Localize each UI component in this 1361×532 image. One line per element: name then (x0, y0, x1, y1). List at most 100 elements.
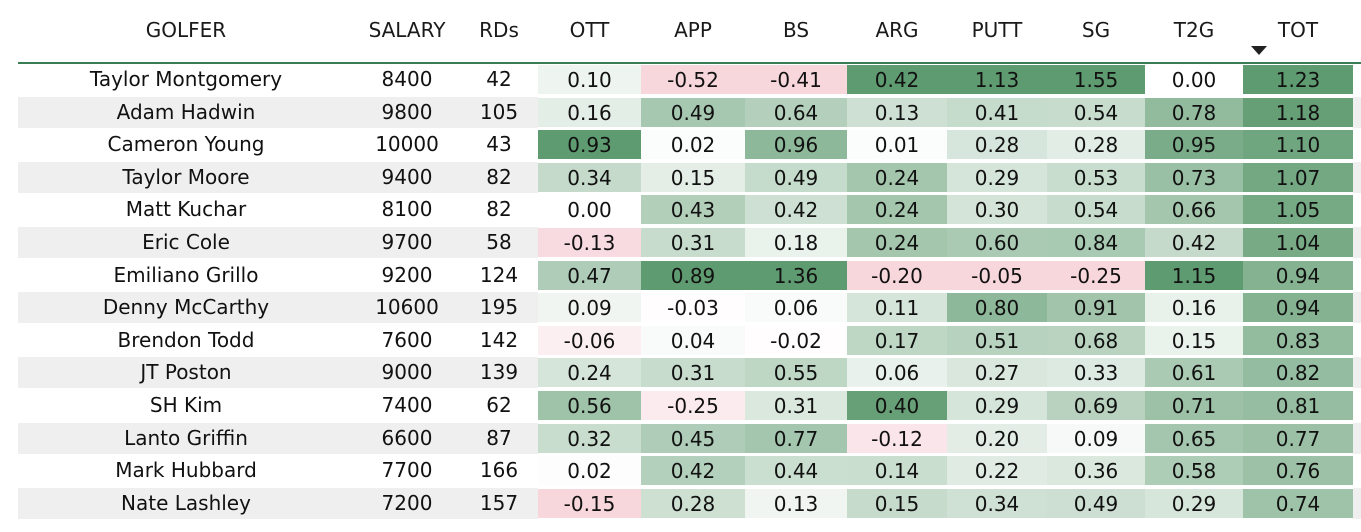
cell-app: 0.04 (641, 324, 745, 356)
table-row[interactable]: JT Poston 9000 139 0.24 0.31 0.55 0.06 0.27 0.33… (18, 357, 1361, 389)
table-row[interactable]: Brendon Todd 7600 142 -0.06 0.04 -0.02 0.17 0.5… (18, 324, 1361, 356)
table-row[interactable]: Taylor Montgomery 8400 42 0.10 -0.52 -0.41 0.4… (18, 64, 1361, 95)
cell-app: 0.89 (641, 259, 745, 291)
cell-app: 0.45 (641, 422, 745, 454)
cell-bs: 0.55 (745, 357, 847, 389)
cell-rds: 42 (486, 67, 512, 91)
cell-tot: 0.82 (1243, 357, 1353, 389)
cell-rds: 124 (479, 262, 519, 287)
cell-sg: -0.25 (1047, 259, 1145, 291)
cell-rds: 58 (486, 230, 512, 254)
sort-descending-icon[interactable] (1251, 46, 1267, 55)
cell-sg: 0.54 (1047, 194, 1145, 226)
cell-rds: 139 (479, 360, 519, 385)
table-row[interactable]: Adam Hadwin 9800 105 0.16 0.49 0.64 0.13 0.41 0.… (18, 96, 1361, 128)
cell-t2g: 0.29 (1145, 487, 1243, 519)
cell-putt: 0.20 (947, 422, 1047, 454)
col-header-t2g[interactable]: T2G (1173, 18, 1215, 42)
cell-ott: 0.24 (538, 357, 641, 389)
table-row[interactable]: Taylor Moore 9400 82 0.34 0.15 0.49 0.24 0.29 0.… (18, 161, 1361, 193)
table-row[interactable]: Nate Lashley 7200 157 -0.15 0.28 0.13 0.15 0.34… (18, 487, 1361, 519)
table-row[interactable]: Mark Hubbard 7700 166 0.02 0.42 0.44 0.14 0.22 0… (18, 455, 1361, 487)
table-row[interactable]: Eric Cole 9700 58 -0.13 0.31 0.18 0.24 0.60 0.84… (18, 227, 1361, 258)
col-header-golfer[interactable]: GOLFER (145, 18, 227, 42)
cell-tot: 0.74 (1243, 487, 1353, 519)
cell-app: 0.15 (641, 161, 745, 193)
cell-tot: 1.04 (1243, 227, 1353, 258)
cell-t2g: 0.16 (1145, 292, 1243, 324)
cell-bs: -0.41 (745, 64, 847, 95)
cell-t2g: 0.73 (1145, 161, 1243, 193)
cell-sg: 0.28 (1047, 129, 1145, 161)
cell-salary: 7600 (381, 327, 433, 352)
col-header-salary[interactable]: SALARY (368, 18, 446, 42)
cell-t2g: 0.95 (1145, 129, 1243, 161)
col-header-sg[interactable]: SG (1081, 18, 1111, 42)
cell-putt: -0.05 (947, 259, 1047, 291)
col-header-tot[interactable]: TOT (1277, 18, 1319, 42)
cell-bs: 0.42 (745, 194, 847, 226)
col-header-app[interactable]: APP (674, 18, 712, 42)
cell-bs: 0.06 (745, 292, 847, 324)
cell-salary: 9400 (381, 164, 433, 189)
cell-putt: 0.28 (947, 129, 1047, 161)
cell-app: 0.31 (641, 227, 745, 258)
cell-arg: 0.11 (847, 292, 947, 324)
cell-golfer: Eric Cole (142, 230, 230, 254)
table-row[interactable]: Cameron Young 10000 43 0.93 0.02 0.96 0.01 0.28… (18, 129, 1361, 161)
col-header-putt[interactable]: PUTT (971, 18, 1023, 42)
cell-arg: 0.06 (847, 357, 947, 389)
table-row[interactable]: Matt Kuchar 8100 82 0.00 0.43 0.42 0.24 0.30 0.5… (18, 194, 1361, 226)
cell-putt: 0.60 (947, 227, 1047, 258)
cell-putt: 0.51 (947, 324, 1047, 356)
cell-golfer: Taylor Montgomery (89, 67, 283, 91)
cell-arg: -0.20 (847, 259, 947, 291)
cell-rds: 105 (479, 99, 519, 124)
cell-golfer: Mark Hubbard (115, 458, 257, 483)
cell-salary: 6600 (381, 425, 433, 450)
cell-arg: 0.01 (847, 129, 947, 161)
cell-arg: 0.13 (847, 96, 947, 128)
cell-ott: 0.16 (538, 96, 641, 128)
cell-tot: 0.83 (1243, 324, 1353, 356)
cell-app: 0.02 (641, 129, 745, 161)
cell-ott: 0.09 (538, 292, 641, 324)
cell-salary: 7400 (381, 393, 433, 417)
cell-rds: 166 (479, 458, 519, 483)
cell-golfer: Lanto Griffin (124, 425, 248, 450)
col-header-arg[interactable]: ARG (875, 18, 919, 42)
cell-tot: 0.94 (1243, 292, 1353, 324)
cell-ott: -0.15 (538, 487, 641, 519)
cell-t2g: 0.42 (1145, 227, 1243, 258)
col-header-bs[interactable]: BS (782, 18, 810, 42)
cell-golfer: Brendon Todd (117, 327, 255, 352)
table-row[interactable]: Emiliano Grillo 9200 124 0.47 0.89 1.36 -0.20-… (18, 259, 1361, 291)
cell-salary: 9700 (381, 230, 433, 254)
cell-tot: 1.05 (1243, 194, 1353, 226)
table-header: GOLFER SALARY RDs OTT APP BS ARG PUTT SG… (18, 0, 1361, 64)
table-row[interactable]: Denny McCarthy 10600 195 0.09 -0.03 0.06 0.11 0… (18, 292, 1361, 324)
cell-sg: 0.49 (1047, 487, 1145, 519)
cell-sg: 0.68 (1047, 324, 1145, 356)
cell-putt: 0.29 (947, 390, 1047, 421)
table-row[interactable]: SH Kim 7400 62 0.56 -0.25 0.31 0.40 0.29 0.69 0.7… (18, 390, 1361, 421)
cell-tot: 1.07 (1243, 161, 1353, 193)
cell-t2g: 0.66 (1145, 194, 1243, 226)
cell-rds: 195 (479, 295, 519, 320)
cell-tot: 0.76 (1243, 455, 1353, 487)
col-header-rds[interactable]: RDs (479, 18, 519, 42)
cell-golfer: SH Kim (149, 393, 223, 417)
cell-salary: 10000 (375, 132, 439, 157)
cell-rds: 157 (479, 490, 519, 515)
cell-t2g: 0.58 (1145, 455, 1243, 487)
cell-sg: 1.55 (1047, 64, 1145, 95)
cell-golfer: Cameron Young (107, 132, 265, 157)
cell-salary: 7200 (381, 490, 433, 515)
cell-app: -0.25 (641, 390, 745, 421)
col-header-ott[interactable]: OTT (569, 18, 610, 42)
cell-arg: 0.15 (847, 487, 947, 519)
cell-app: 0.42 (641, 455, 745, 487)
cell-app: 0.49 (641, 96, 745, 128)
cell-salary: 9000 (381, 360, 433, 385)
table-row[interactable]: Lanto Griffin 6600 87 0.32 0.45 0.77 -0.12 0.20… (18, 422, 1361, 454)
